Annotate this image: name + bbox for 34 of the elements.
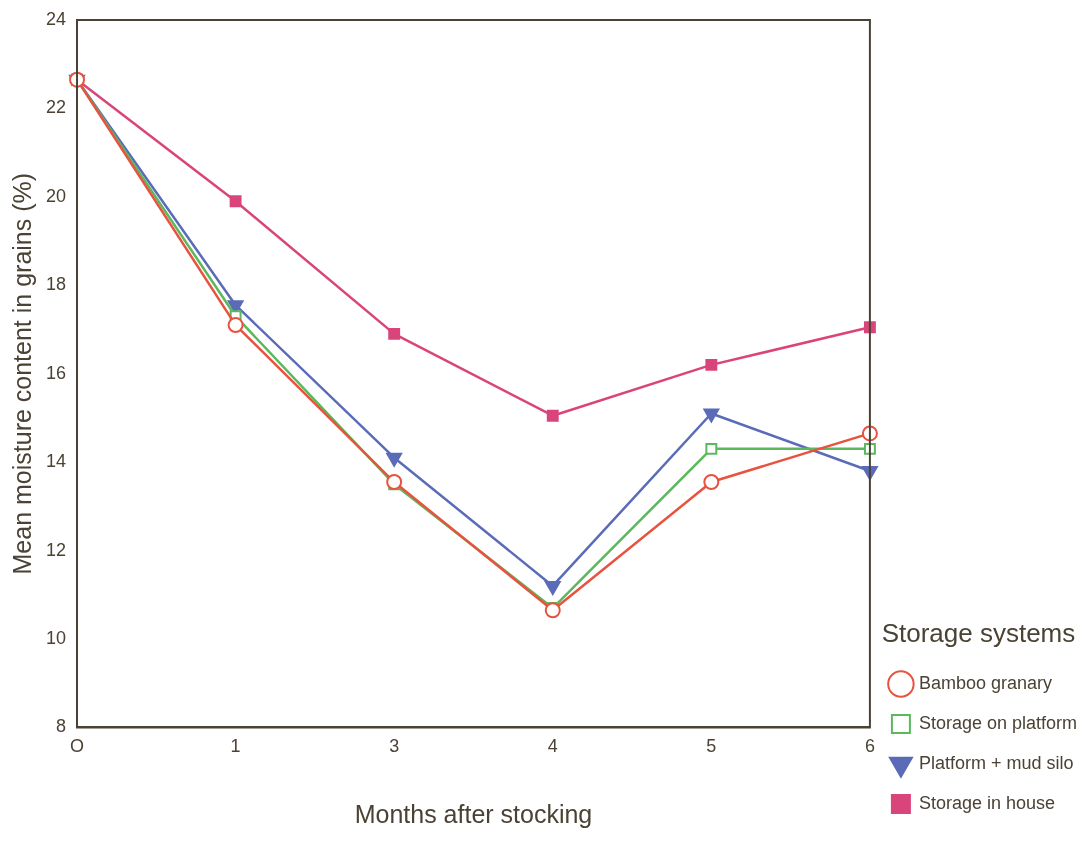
y-tick-label: 22 (45, 97, 67, 118)
legend-label: Bamboo granary (918, 672, 1052, 693)
x-tick-label: 5 (706, 736, 717, 757)
point (229, 195, 242, 208)
x-tick-label: 6 (864, 736, 875, 757)
point (546, 409, 559, 422)
point (227, 317, 244, 334)
legend-label: Platform + mud silo (918, 752, 1074, 773)
legend-label: Storage on platform (918, 712, 1077, 733)
y-tick-label: 18 (45, 274, 67, 295)
y-tick-label: 24 (45, 8, 67, 29)
x-tick-label: 1 (230, 736, 241, 757)
point (386, 474, 403, 491)
legend-label: Storage in house (918, 792, 1056, 813)
y-tick-label: 10 (45, 627, 67, 648)
x-tick-label: 4 (547, 736, 558, 757)
y-tick-label: 12 (45, 539, 67, 560)
point (388, 327, 401, 340)
point (703, 408, 720, 423)
point (544, 602, 561, 619)
y-axis-title: Mean moisture content in grains (%) (7, 172, 36, 575)
y-tick-label: 20 (45, 185, 67, 206)
y-tick-label: 14 (45, 451, 67, 472)
point (705, 442, 718, 455)
point (703, 474, 720, 491)
point (386, 452, 403, 467)
legend-title: Storage systems (881, 617, 1076, 648)
x-tick-label: O (70, 736, 85, 757)
point (705, 358, 718, 371)
x-axis-title: Months after stocking (354, 799, 593, 828)
point (544, 580, 561, 595)
y-tick-label: 16 (45, 362, 67, 383)
y-tick-label: 8 (56, 716, 67, 737)
x-tick-label: 3 (389, 736, 400, 757)
